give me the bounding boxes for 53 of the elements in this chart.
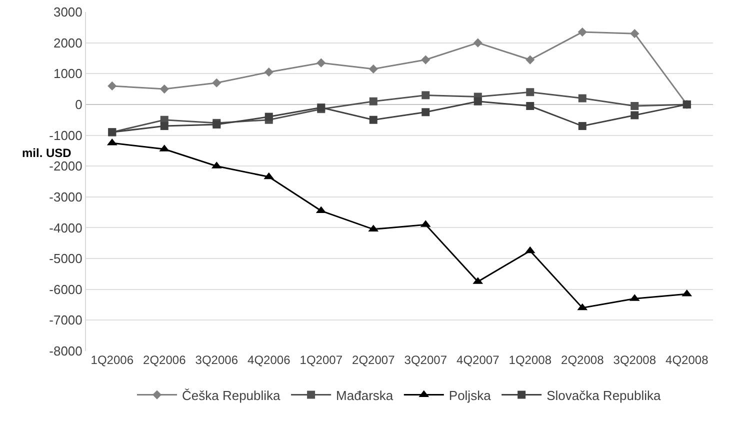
- point: [630, 111, 639, 120]
- point: [368, 64, 378, 74]
- legend-label: Poljska: [448, 388, 492, 403]
- point: [473, 38, 482, 48]
- point: [212, 78, 222, 88]
- y-tick-label: -2000: [49, 158, 82, 174]
- y-tick-label: -7000: [49, 312, 82, 328]
- point: [526, 88, 534, 96]
- point: [160, 84, 169, 94]
- point: [578, 27, 587, 37]
- y-tick-label: 1000: [53, 66, 82, 82]
- y-tick-label: -6000: [49, 282, 82, 297]
- point: [422, 108, 430, 116]
- y-tick-label: -8000: [49, 344, 82, 359]
- legend-label: Mađarska: [336, 388, 394, 403]
- x-tick-label: 4Q2008: [666, 353, 709, 367]
- x-tick-label: 3Q2007: [404, 353, 448, 367]
- x-tick-label: 3Q2008: [613, 353, 656, 367]
- point: [526, 55, 535, 64]
- point: [108, 81, 117, 91]
- point: [160, 122, 168, 130]
- x-tick-label: 1Q2006: [90, 353, 134, 367]
- x-tick-label: 2Q2008: [561, 353, 604, 367]
- x-tick-label: 1Q2008: [508, 353, 552, 367]
- x-tick-label: 4Q2007: [456, 353, 500, 367]
- point: [422, 91, 430, 100]
- legend-label: Slovačka Republika: [546, 388, 662, 403]
- y-tick-label: -5000: [49, 251, 82, 266]
- point: [474, 97, 482, 106]
- point: [630, 102, 639, 110]
- y-tick-label: -4000: [49, 220, 82, 236]
- point: [526, 102, 534, 110]
- legend-label: Češka Republika: [182, 388, 282, 403]
- x-tick-label: 2Q2006: [143, 353, 186, 367]
- point: [264, 68, 274, 77]
- point: [578, 122, 586, 130]
- x-tick-label: 3Q2006: [195, 353, 238, 367]
- y-tick-label: 2000: [53, 35, 82, 50]
- point: [630, 29, 640, 38]
- y-tick-label: 3000: [53, 4, 82, 20]
- point: [316, 58, 326, 68]
- x-tick-label: 4Q2006: [248, 353, 291, 367]
- point: [369, 116, 378, 124]
- y-tick-label: -1000: [49, 128, 82, 143]
- point: [264, 112, 273, 121]
- x-tick-label: 1Q2007: [300, 353, 343, 367]
- x-tick-label: 2Q2007: [352, 353, 396, 367]
- y-tick-label: -3000: [49, 189, 82, 204]
- y-tick-label: 0: [75, 97, 82, 112]
- point: [578, 94, 586, 102]
- point: [421, 55, 430, 64]
- point: [369, 97, 378, 106]
- y-axis-title: mil. USD: [22, 146, 72, 160]
